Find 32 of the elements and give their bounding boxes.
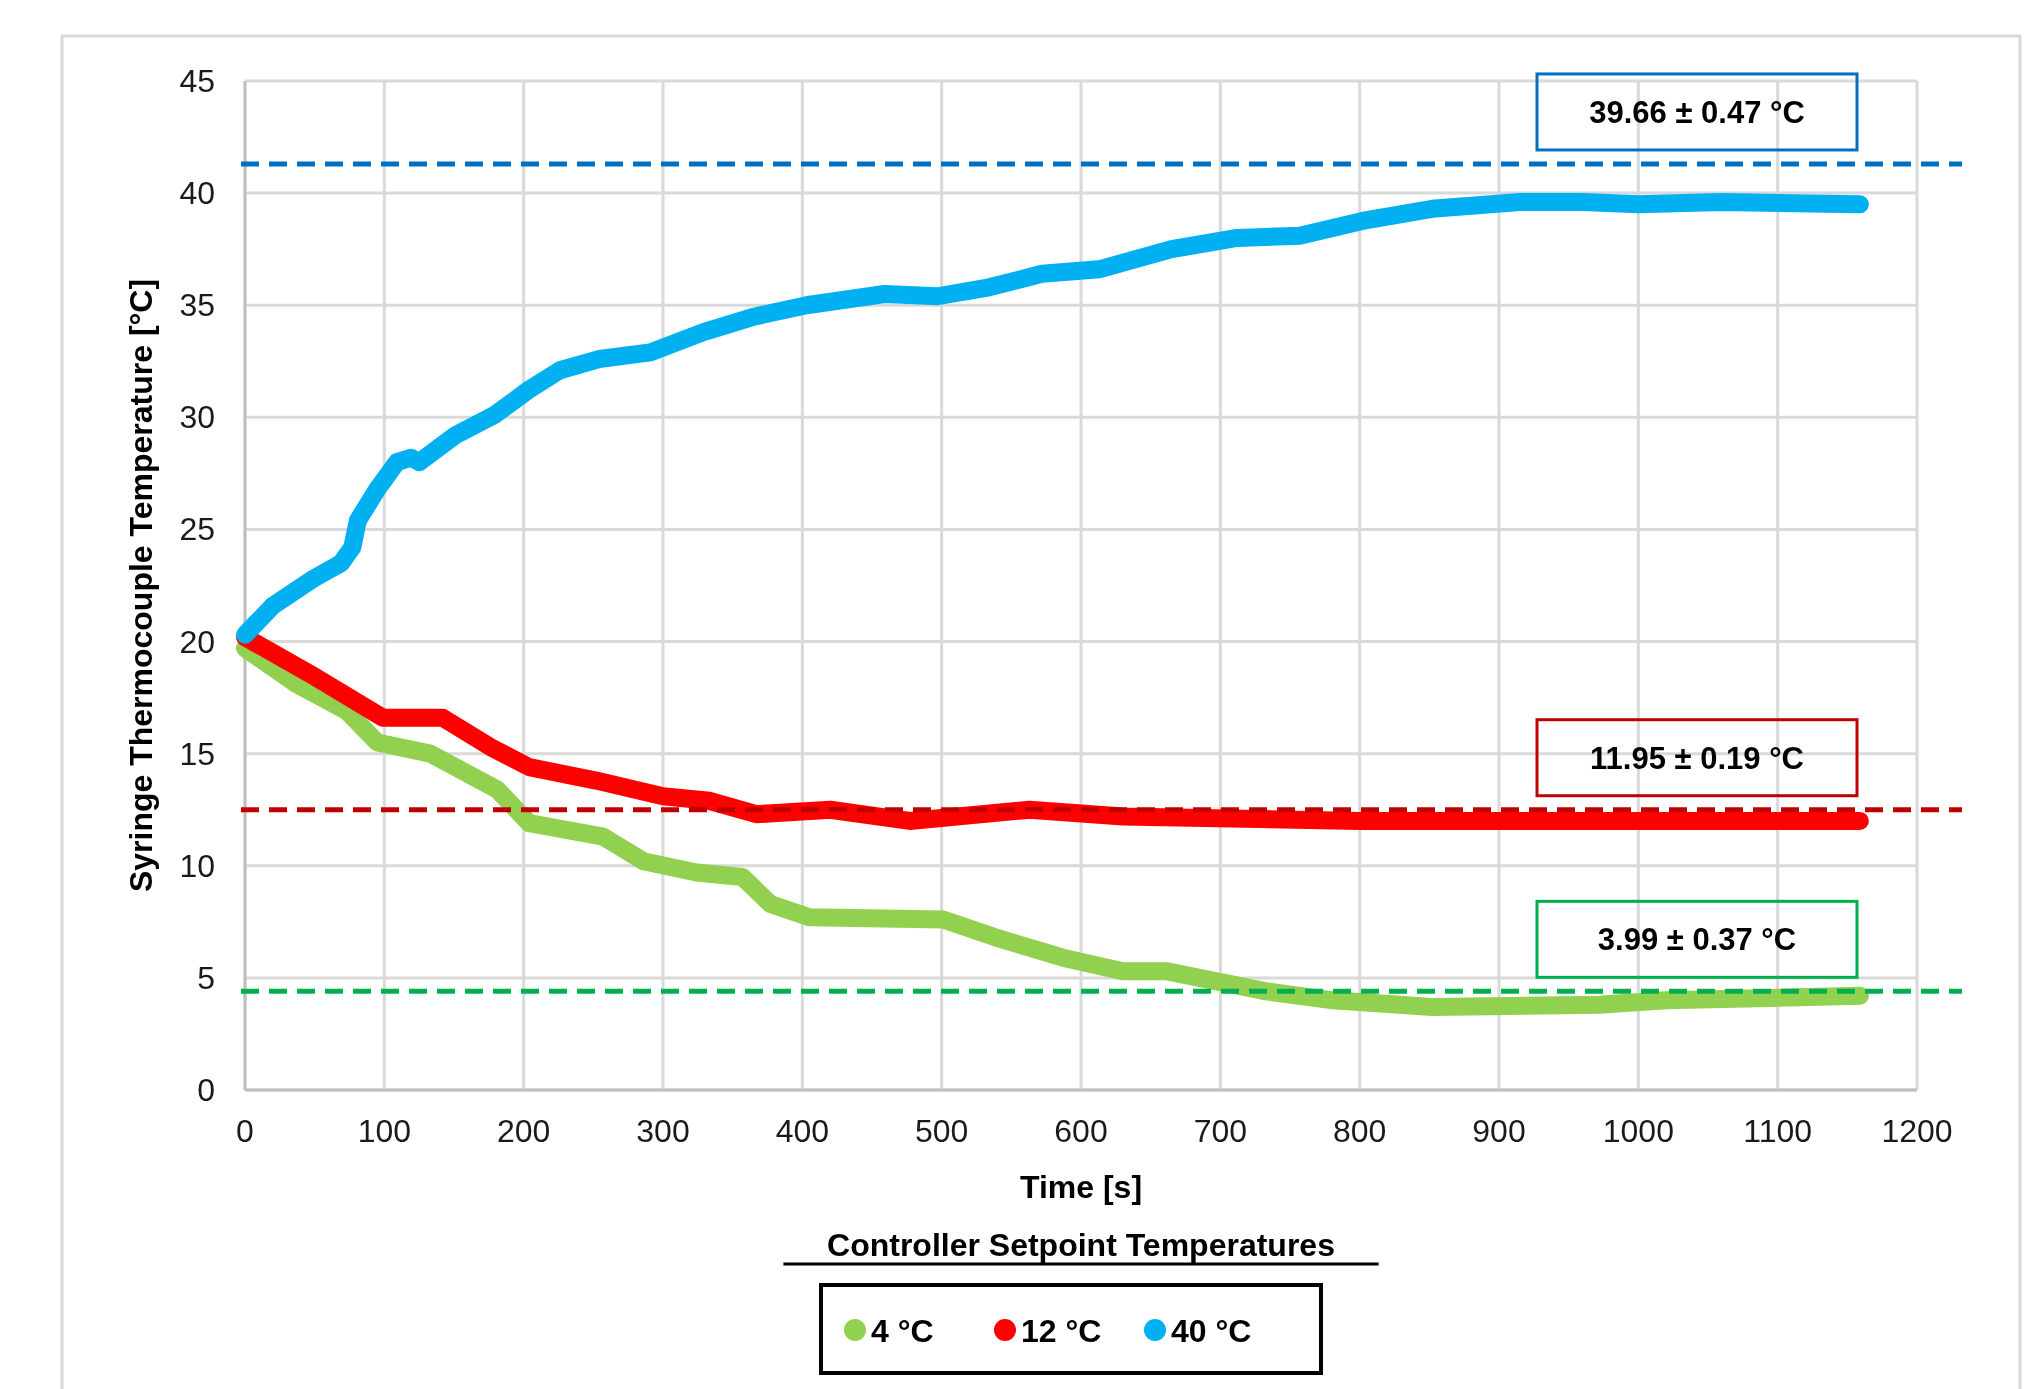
x-tick-label: 100 <box>357 1113 412 1149</box>
ref-line-label: 3.99 ± 0.37 °C <box>1597 922 1797 958</box>
y-tick-label: 45 <box>179 63 215 99</box>
legend-label: 12 °C <box>1021 1313 1102 1349</box>
y-tick-label: 35 <box>179 287 215 324</box>
x-axis-title: Time [s] <box>1019 1169 1143 1205</box>
x-tick-label: 500 <box>914 1113 969 1149</box>
y-tick-label: 40 <box>179 175 215 212</box>
x-tick-label: 700 <box>1193 1113 1248 1149</box>
x-tick-label: 1000 <box>1602 1113 1674 1149</box>
x-tick-label: 200 <box>496 1113 551 1149</box>
y-tick-label: 15 <box>179 735 215 772</box>
legend-label: 4 °C <box>871 1313 934 1349</box>
x-tick-label: 400 <box>775 1113 830 1149</box>
x-tick-label: 1100 <box>1743 1113 1813 1149</box>
y-tick-label: 30 <box>179 399 215 436</box>
legend-title: Controller Setpoint Temperatures <box>827 1227 1335 1263</box>
y-tick-label: 20 <box>179 623 215 660</box>
x-tick-label: 800 <box>1332 1113 1387 1149</box>
x-tick-label: 900 <box>1472 1113 1526 1149</box>
y-tick-label: 25 <box>179 511 215 548</box>
y-tick-label: 0 <box>197 1072 215 1108</box>
y-tick-label: 10 <box>179 847 215 884</box>
x-tick-label: 600 <box>1054 1113 1108 1149</box>
x-tick-label: 0 <box>236 1113 254 1149</box>
y-axis-title: Syringe Thermocouple Temperature [°C] <box>123 278 159 893</box>
ref-line-label: 11.95 ± 0.19 °C <box>1590 740 1804 776</box>
y-tick-label: 5 <box>197 959 215 996</box>
x-tick-label: 300 <box>636 1113 690 1149</box>
legend-label: 40 °C <box>1171 1313 1252 1349</box>
ref-line-label: 39.66 ± 0.47 °C <box>1589 94 1805 130</box>
x-tick-label: 1200 <box>1881 1113 1953 1149</box>
